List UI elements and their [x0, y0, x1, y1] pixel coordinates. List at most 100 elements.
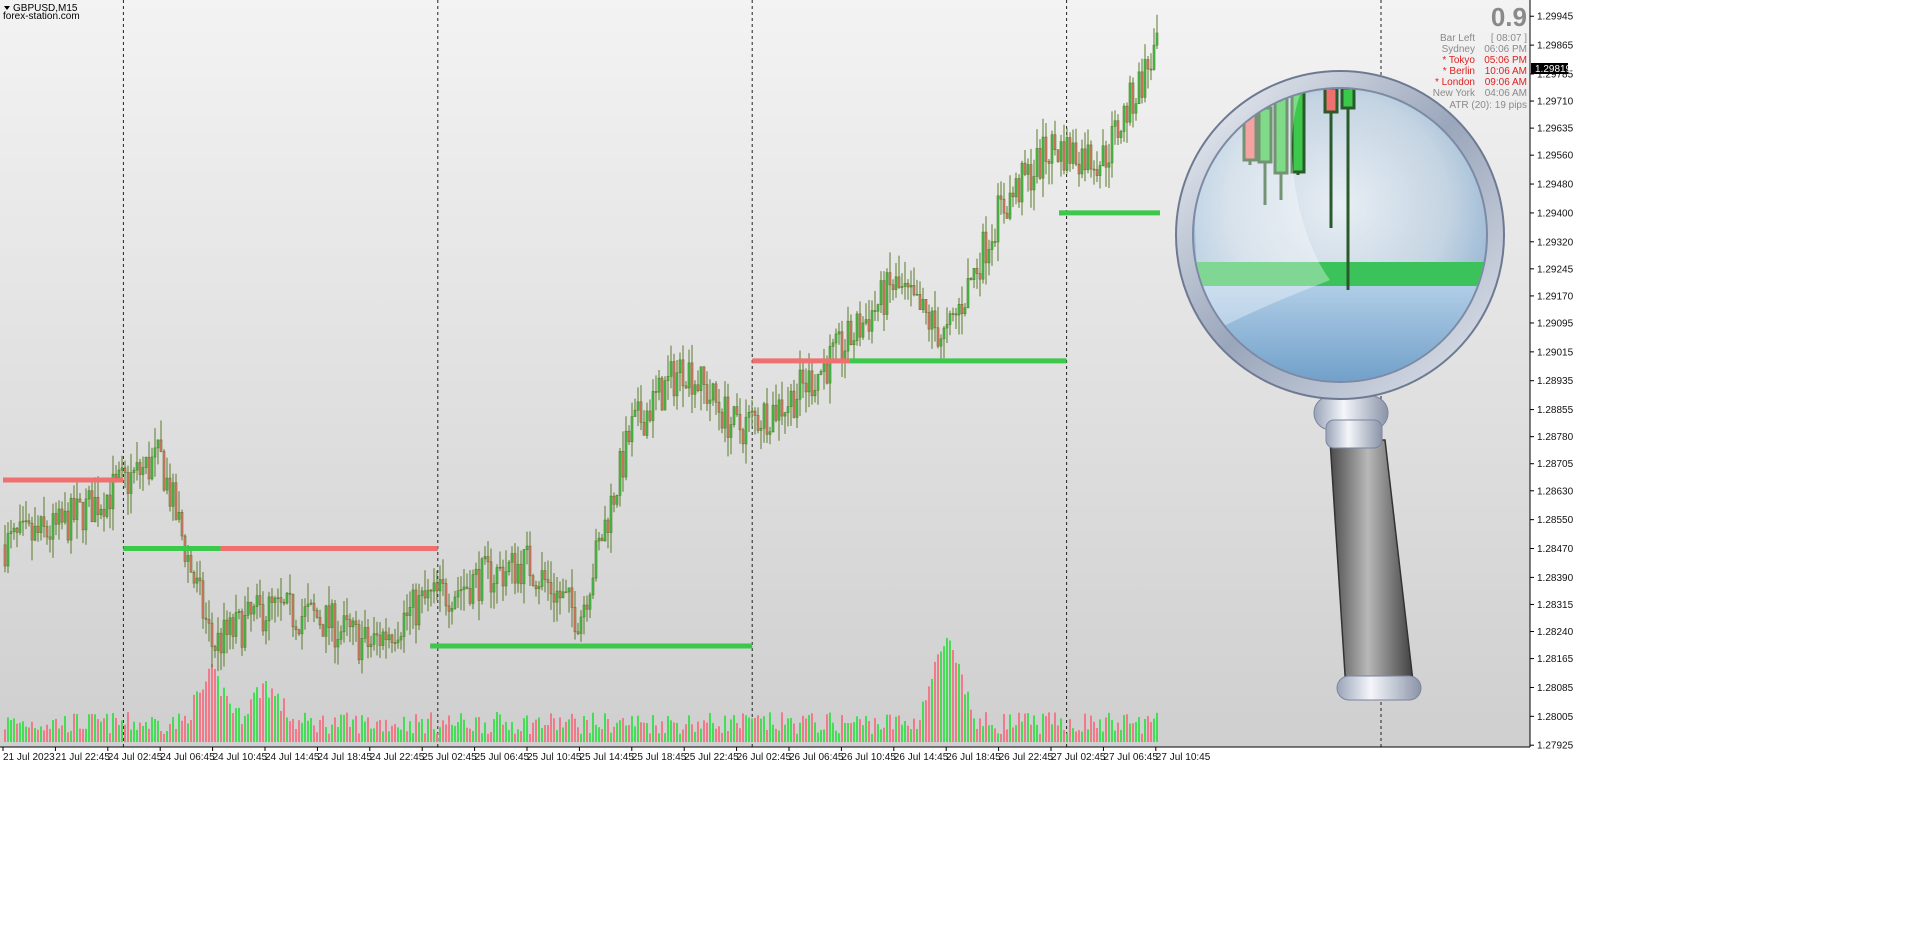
- candle-body: [567, 587, 571, 593]
- volume-bar: [316, 732, 318, 742]
- candle-body: [681, 359, 685, 387]
- volume-bar: [748, 717, 750, 742]
- candle-body: [726, 396, 730, 438]
- volume-bar: [421, 718, 423, 742]
- volume-bar: [487, 733, 489, 742]
- volume-bar: [997, 733, 999, 742]
- candle-body: [6, 533, 10, 567]
- candle-body: [909, 285, 913, 288]
- candle-body: [642, 422, 646, 436]
- volume-bar: [280, 710, 282, 742]
- candle-body: [99, 508, 103, 515]
- volume-bar: [7, 717, 9, 742]
- candle-body: [84, 498, 88, 531]
- candle-body: [705, 384, 709, 404]
- volume-bar: [325, 726, 327, 742]
- candle-body: [714, 383, 718, 403]
- candle-body: [21, 520, 25, 523]
- volume-bar: [37, 729, 39, 742]
- candle-body: [297, 629, 301, 635]
- candle-body: [1143, 59, 1147, 98]
- chart-header[interactable]: GBPUSD,M15 forex-station.com: [3, 3, 80, 22]
- volume-bar: [523, 718, 525, 742]
- volume-bar: [964, 694, 966, 742]
- volume-bar: [370, 728, 372, 742]
- candle-body: [1098, 165, 1102, 176]
- volume-bar: [445, 724, 447, 742]
- candle-body: [402, 612, 406, 637]
- volume-bar: [931, 678, 933, 742]
- volume-bar: [199, 692, 201, 742]
- volume-bar: [1051, 724, 1053, 742]
- candle-body: [30, 522, 34, 541]
- volume-bar: [211, 664, 213, 742]
- candle-body: [213, 646, 217, 651]
- volume-bar: [319, 719, 321, 742]
- candle-body: [288, 592, 292, 595]
- candle-body: [387, 634, 391, 641]
- volume-bar: [253, 692, 255, 742]
- candle-body: [189, 555, 193, 573]
- volume-bar: [814, 722, 816, 742]
- volume-bar: [991, 724, 993, 742]
- volume-bar: [184, 715, 186, 742]
- volume-bar: [1069, 719, 1071, 742]
- candle-body: [372, 633, 376, 645]
- x-tick-label: 27 Jul 06:45: [1103, 752, 1158, 763]
- volume-bar: [607, 718, 609, 742]
- volume-bar: [397, 727, 399, 742]
- candle-body: [963, 307, 967, 315]
- candle-body: [1137, 71, 1141, 105]
- candle-body: [969, 278, 973, 280]
- session-time: 06:06 PM: [1484, 44, 1527, 55]
- candle-body: [579, 616, 583, 634]
- volume-bar: [376, 721, 378, 742]
- candle-body: [441, 579, 445, 584]
- volume-bar: [1147, 716, 1149, 742]
- candle-body: [147, 456, 151, 480]
- volume-bar: [289, 721, 291, 742]
- volume-bar: [1078, 730, 1080, 742]
- chevron-down-icon[interactable]: [4, 6, 10, 10]
- volume-bar: [841, 714, 843, 742]
- volume-bar: [196, 691, 198, 742]
- candle-body: [417, 595, 421, 626]
- candle-body: [27, 520, 31, 524]
- candle-body: [513, 553, 517, 584]
- volume-bar: [775, 728, 777, 742]
- volume-bar: [1111, 719, 1113, 742]
- candle-body: [1053, 134, 1057, 150]
- volume-bar: [490, 732, 492, 742]
- volume-bar: [874, 718, 876, 742]
- magnifier-collar-lower: [1325, 419, 1383, 449]
- volume-bar: [994, 728, 996, 742]
- volume-bar: [601, 729, 603, 742]
- candle-body: [1038, 148, 1042, 179]
- bar-left-value: [ 08:07 ]: [1491, 33, 1527, 44]
- candle-body: [330, 603, 334, 629]
- candle-body: [903, 283, 907, 287]
- volume-bar: [1138, 717, 1140, 742]
- candle-body: [600, 537, 604, 542]
- candle-body: [798, 369, 802, 400]
- volume-bar: [892, 729, 894, 742]
- volume-bar: [505, 721, 507, 742]
- volume-bar: [1030, 724, 1032, 742]
- volume-bar: [247, 713, 249, 742]
- volume-bar: [514, 733, 516, 742]
- volume-bar: [721, 732, 723, 742]
- candle-body: [1020, 162, 1024, 203]
- volume-bar: [751, 718, 753, 742]
- candle-body: [765, 403, 769, 435]
- x-tick-label: 21 Jul 22:45: [55, 752, 110, 763]
- volume-bar: [619, 720, 621, 742]
- candle-body: [990, 241, 994, 250]
- volume-bar: [808, 714, 810, 742]
- volume-bar: [1093, 721, 1095, 742]
- volume-bar: [664, 733, 666, 742]
- candle-body: [948, 313, 952, 325]
- y-tick-label: 1.28085: [1537, 683, 1574, 694]
- volume-bar: [430, 712, 432, 742]
- candle-body: [987, 249, 991, 264]
